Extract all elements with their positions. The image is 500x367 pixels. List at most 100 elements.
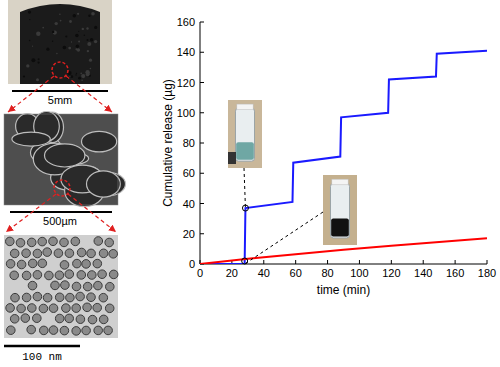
photo-texture: [90, 68, 92, 70]
tem-particle: [66, 293, 75, 302]
tem-particle: [39, 304, 48, 313]
photo-texture: [85, 70, 89, 74]
tem-particle: [105, 238, 114, 247]
tem-particle: [33, 249, 42, 258]
photo-texture: [53, 30, 57, 34]
y-tick-label: 140: [177, 46, 195, 58]
tem-particle: [60, 261, 69, 270]
tem-texture: [6, 237, 118, 336]
sem-pore: [44, 144, 84, 167]
tem-particle: [60, 238, 69, 247]
tem-particle: [87, 249, 96, 258]
tem-particle: [83, 303, 92, 312]
tem-particle: [88, 271, 97, 280]
tem-particle: [17, 304, 26, 313]
photo-texture: [52, 31, 54, 33]
photo-texture: [63, 46, 67, 50]
y-tick-label: 0: [189, 258, 195, 270]
photo-texture: [69, 20, 72, 23]
tem-particle: [61, 281, 70, 290]
photo-texture: [76, 73, 77, 74]
image-panels: 5mm500µm100 nm: [4, 0, 125, 363]
photo-texture: [88, 15, 90, 17]
photo-texture: [38, 62, 40, 64]
photo-texture: [52, 41, 53, 42]
tem-particle: [83, 282, 92, 291]
tem-particle: [109, 250, 118, 259]
sem-frame: [4, 114, 118, 205]
x-tick: [455, 260, 456, 264]
tem-particle: [104, 326, 113, 335]
axes: 0204060801001201401601800204060801001201…: [161, 16, 496, 297]
x-axis-label: time (min): [317, 283, 370, 297]
tem-particle: [55, 314, 64, 323]
photo-scaffold: [20, 4, 100, 84]
x-tick-label: 100: [350, 267, 368, 279]
tem-particle: [65, 249, 74, 258]
photo-texture: [32, 46, 33, 47]
tem-particle: [28, 304, 37, 313]
photo-texture: [77, 13, 79, 15]
zoom-arrow: [8, 76, 54, 112]
y-tick-label: 20: [183, 228, 195, 240]
tem-particle: [33, 314, 42, 323]
x-tick: [487, 260, 488, 264]
y-tick-label: 120: [177, 77, 195, 89]
photo-texture: [78, 31, 79, 32]
photo-texture: [87, 50, 89, 52]
tem-particle: [38, 259, 47, 268]
tem-particle: [94, 326, 103, 335]
x-tick-label: 180: [478, 267, 496, 279]
tem-particle: [77, 248, 86, 257]
tem-particle: [72, 327, 81, 336]
scale-bar: [12, 90, 108, 92]
photo-texture: [87, 42, 91, 46]
tem-particle: [22, 249, 31, 258]
sem-pore: [87, 171, 121, 197]
tem-particle: [10, 315, 19, 324]
photo-texture: [86, 27, 88, 29]
photo-texture: [29, 19, 30, 20]
series-line: [200, 51, 487, 264]
tem-particle: [93, 303, 102, 312]
y-tick: [200, 203, 204, 204]
tem-particle: [33, 271, 42, 280]
inset-leader: [245, 212, 323, 264]
photo-texture: [46, 48, 49, 51]
tem-particle: [49, 237, 58, 246]
y-tick: [200, 52, 204, 53]
photo-texture: [36, 32, 40, 36]
y-tick-label: 40: [183, 198, 195, 210]
photo-texture: [84, 35, 86, 37]
tem-particle: [33, 292, 42, 301]
photo-texture: [28, 11, 31, 14]
zoom-arrow: [66, 76, 112, 112]
inset-leader: [244, 168, 245, 208]
tem-particle: [55, 271, 64, 280]
photo-texture: [87, 39, 89, 41]
tem-particle: [51, 281, 60, 290]
y-tick-label: 80: [183, 137, 195, 149]
tem-particle: [94, 237, 103, 246]
photo-texture: [73, 14, 76, 17]
tem-particle: [60, 326, 69, 335]
tem-particle: [49, 326, 58, 335]
vial-glass: [330, 183, 349, 238]
inset-photo: [323, 175, 357, 245]
photo-texture: [71, 41, 72, 42]
photo-texture: [59, 14, 61, 16]
tem-particle: [82, 260, 91, 269]
photo-texture: [90, 38, 93, 41]
tem-particle: [45, 271, 54, 280]
x-tick: [295, 260, 296, 264]
zoom-circle: [52, 62, 68, 78]
tem-particle: [27, 325, 36, 334]
tem-particle: [73, 259, 82, 268]
tem-particle: [62, 304, 71, 313]
y-axis-label: Cumulative release (µg): [161, 79, 175, 207]
tem-particle: [7, 326, 16, 335]
x-tick-label: 160: [446, 267, 464, 279]
x-tick-label: 60: [290, 267, 302, 279]
scale-bar: [10, 211, 112, 213]
tem-particle: [94, 281, 103, 290]
